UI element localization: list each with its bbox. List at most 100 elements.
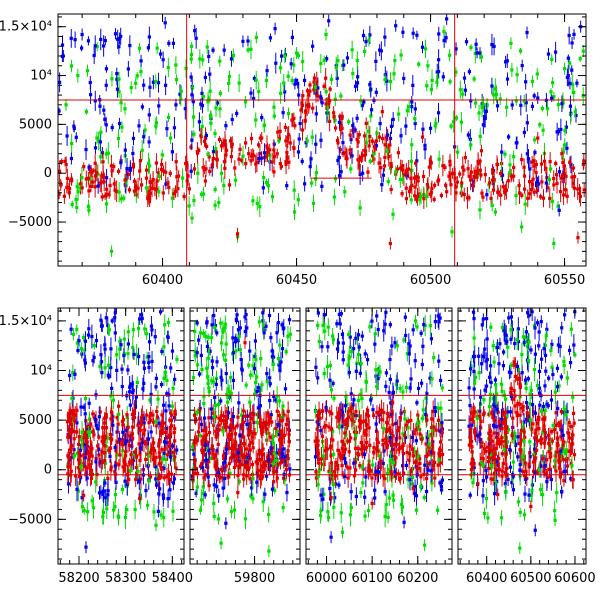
data-point — [369, 114, 373, 118]
data-point — [388, 143, 392, 147]
data-point — [80, 430, 84, 434]
data-point — [348, 133, 352, 137]
data-point — [159, 429, 163, 433]
data-point — [378, 48, 382, 52]
data-point — [276, 463, 280, 467]
data-point — [138, 158, 143, 163]
data-point — [286, 409, 290, 413]
data-point — [189, 75, 193, 79]
data-point — [75, 341, 79, 345]
data-point — [124, 450, 128, 454]
y-tick-label: 5000 — [19, 117, 52, 132]
data-point — [308, 165, 312, 169]
data-point — [281, 111, 285, 115]
data-point — [174, 466, 178, 470]
y-tick-label: 5000 — [19, 413, 52, 428]
data-point — [231, 378, 236, 383]
data-point — [115, 453, 119, 457]
data-point — [256, 406, 260, 410]
data-point — [213, 203, 217, 207]
data-point — [206, 349, 210, 353]
data-point — [508, 163, 512, 167]
data-point — [581, 94, 585, 98]
data-point — [168, 455, 173, 459]
data-point — [272, 170, 276, 174]
data-point — [359, 155, 364, 159]
data-point — [407, 452, 412, 456]
data-point — [209, 407, 213, 411]
bottom-segment: 59800 — [189, 307, 301, 586]
data-point — [113, 470, 117, 474]
data-point — [407, 105, 411, 109]
data-point — [481, 102, 486, 107]
data-point — [84, 545, 88, 549]
data-point — [215, 485, 219, 489]
data-point — [72, 437, 76, 441]
data-point — [200, 439, 204, 443]
data-point — [77, 461, 81, 465]
data-point — [76, 190, 80, 194]
data-point — [143, 128, 147, 132]
data-point — [127, 469, 131, 473]
data-point — [209, 114, 213, 119]
data-point — [98, 140, 102, 144]
data-point — [161, 191, 165, 195]
data-point — [447, 174, 451, 178]
data-point — [103, 117, 107, 121]
data-point — [202, 437, 206, 441]
data-point — [71, 416, 75, 420]
data-point — [535, 179, 540, 183]
data-point — [278, 368, 282, 373]
data-point — [492, 93, 496, 97]
data-point — [142, 366, 147, 370]
data-point — [352, 398, 356, 402]
data-point — [167, 41, 171, 45]
data-point — [322, 58, 326, 63]
data-point — [493, 87, 497, 91]
data-point — [136, 469, 140, 474]
data-point — [286, 112, 291, 116]
data-point — [207, 449, 211, 453]
data-point — [400, 168, 405, 172]
data-point — [270, 349, 274, 353]
data-point — [255, 389, 259, 394]
y-tick-label: 0 — [44, 463, 52, 478]
data-point — [161, 493, 165, 497]
data-point — [285, 156, 290, 160]
data-point — [126, 368, 130, 372]
data-point — [545, 107, 550, 111]
data-point — [514, 193, 518, 198]
data-point — [135, 477, 140, 482]
data-point — [99, 353, 103, 357]
data-point — [227, 461, 231, 466]
data-point — [197, 338, 201, 342]
data-point — [76, 74, 80, 78]
data-point — [562, 67, 567, 71]
data-point — [388, 136, 393, 141]
data-point — [320, 184, 324, 188]
data-point — [85, 476, 89, 480]
data-point — [114, 462, 118, 466]
data-point — [573, 110, 577, 114]
data-point — [314, 112, 318, 116]
data-point — [539, 195, 543, 199]
data-point — [555, 181, 559, 186]
data-point — [77, 339, 81, 343]
data-point — [144, 457, 148, 462]
data-point — [176, 186, 180, 191]
data-point — [217, 428, 221, 432]
data-point — [280, 452, 284, 456]
data-point — [417, 192, 421, 196]
data-point — [357, 158, 362, 162]
data-point — [109, 164, 114, 168]
data-point — [376, 440, 380, 445]
data-point — [113, 188, 117, 192]
data-point — [117, 437, 122, 441]
data-point — [268, 460, 273, 464]
data-point — [484, 109, 488, 113]
data-point — [275, 458, 279, 463]
data-point — [298, 121, 302, 126]
data-point — [267, 513, 271, 517]
data-point — [239, 463, 243, 467]
data-point — [337, 312, 341, 316]
